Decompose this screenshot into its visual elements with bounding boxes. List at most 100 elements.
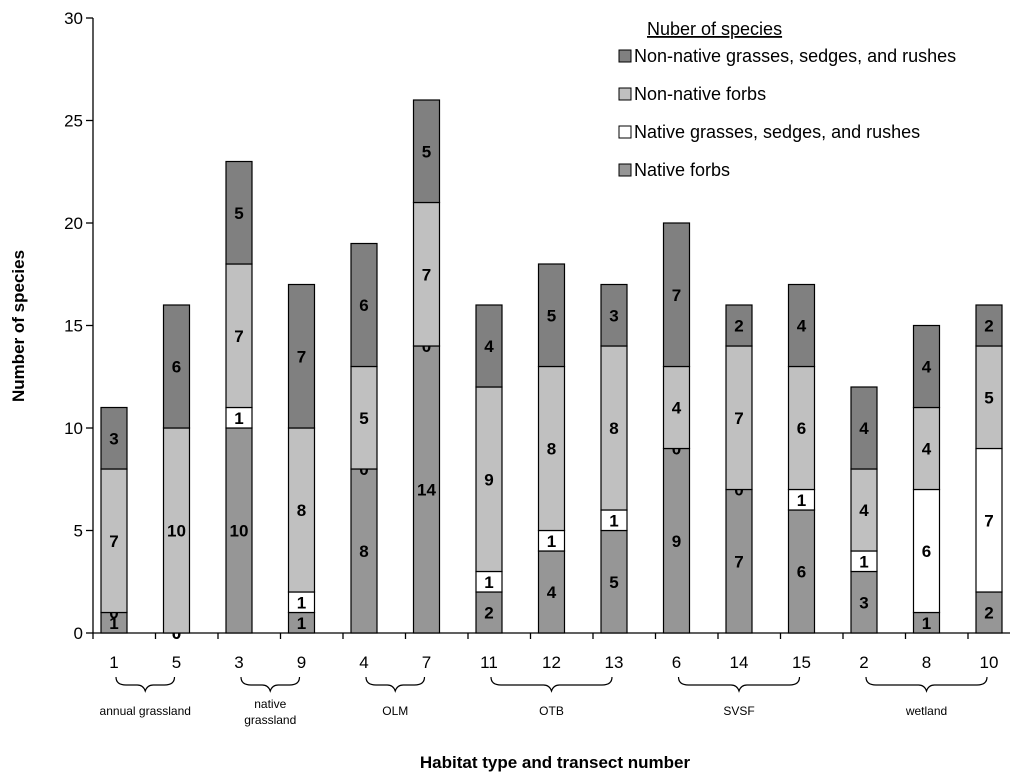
bar-segment [287,427,316,593]
bar-segment-label: 7 [984,511,993,530]
y-tick-label: 0 [74,624,83,643]
bar-segment-label: 3 [859,593,868,612]
bar-segment-label: 4 [672,399,682,418]
bar-segment [100,406,128,470]
y-axis-title: Number of species [9,250,28,402]
x-axis-title: Habitat type and transect number [420,753,691,772]
bar-segment-label: 5 [234,204,243,223]
x-tick-label: 1 [109,653,118,672]
x-tick-label: 2 [859,653,868,672]
group-label: SVSF [723,704,754,718]
group-label: OTB [539,704,564,718]
bar-segment [600,529,628,634]
bar-segment [975,304,1003,347]
legend-label: Native forbs [634,160,730,180]
legend-label: Non-native forbs [634,84,766,104]
bar-segment [287,283,316,429]
bar-segment [787,365,816,491]
bar-segment-label: 6 [797,563,806,582]
bar-segment-label: 4 [797,317,807,336]
bar-segment-label: 8 [297,501,306,520]
x-tick-label: 8 [922,653,931,672]
bar-segment [662,222,691,368]
legend-swatch [618,163,632,177]
x-tick-label: 12 [542,653,561,672]
group-label: native [254,697,286,711]
bar-segment-label: 4 [547,583,557,602]
bar-segment-label: 4 [859,501,869,520]
bar-segment-label: 2 [984,604,993,623]
x-tick-label: 7 [422,653,431,672]
bar-segment [225,160,253,265]
bar-segment-label: 5 [422,142,431,161]
x-tick-label: 5 [172,653,181,672]
bar-segment-label: 7 [234,327,243,346]
bar-segment-label: 1 [297,593,306,612]
bar-segment-label: 5 [547,306,556,325]
bar-segment [162,304,191,429]
x-tick-label: 3 [234,653,243,672]
bar-segment [600,283,628,347]
bar-segment-label: 6 [922,542,931,561]
group-brace [865,676,988,693]
legend-label: Native grasses, sedges, and rushes [634,122,920,142]
bar-segment-label: 1 [547,532,556,551]
legend-title: Nuber of species [647,19,782,39]
bar-segment-label: 9 [672,532,681,551]
bar-segment-label: 1 [109,614,118,633]
bar-segment [475,591,503,634]
legend-swatch [618,49,632,63]
bar-segment-label: 1 [922,614,931,633]
bar-segment-label: 2 [984,317,993,336]
y-tick-label: 10 [64,419,83,438]
bar-segment [412,99,441,204]
bar-segment-label: 7 [109,532,118,551]
x-tick-label: 14 [730,653,749,672]
bar-segment [787,509,816,634]
group-label: wetland [905,704,947,718]
bar-segment [912,324,941,409]
bar-segment-label: 6 [797,419,806,438]
bar-segment [350,242,378,368]
bar-segment-label: 5 [359,409,368,428]
x-tick-label: 11 [480,653,498,672]
bar-segment-label: 4 [859,419,869,438]
legend-label: Non-native grasses, sedges, and rushes [634,46,956,66]
bar-segment [475,386,503,573]
x-tick-label: 4 [359,653,368,672]
bar-segment-label: 1 [234,409,243,428]
bar-segment-label: 1 [484,573,493,592]
bar-segment-label: 3 [109,429,118,448]
bar-segment-label: 2 [484,604,493,623]
bar-segment [475,304,503,388]
bar-segment-label: 9 [484,470,493,489]
y-tick-label: 15 [64,317,83,336]
y-tick-label: 30 [64,9,83,28]
bar-segment [662,365,691,450]
bar-segment-label: 1 [297,614,306,633]
x-tick-label: 9 [297,653,306,672]
bar-segment [787,283,816,368]
x-tick-label: 15 [792,653,811,672]
bar-segment-label: 2 [734,317,743,336]
group-label: annual grassland [100,704,191,718]
bar-segment [225,263,253,409]
group-brace [115,676,176,693]
bar-segment [662,447,691,634]
bar-segment-label: 5 [609,573,618,592]
bar-segment-label: 4 [922,358,932,377]
bar-segment-label: 10 [230,522,249,541]
bar-segment-label: 4 [484,337,494,356]
bar-segment-label: 10 [167,522,186,541]
y-tick-label: 5 [74,522,83,541]
bar-segment-label: 7 [297,347,306,366]
bar-segment-label: 8 [547,440,556,459]
bar-segment-label: 3 [609,306,618,325]
bar-segment [537,365,566,532]
group-brace [365,676,426,693]
bar-segment [912,406,941,491]
bar-segment-label: 6 [172,358,181,377]
bar-segment-label: 8 [609,419,618,438]
bar-segment-label: 8 [359,542,368,561]
